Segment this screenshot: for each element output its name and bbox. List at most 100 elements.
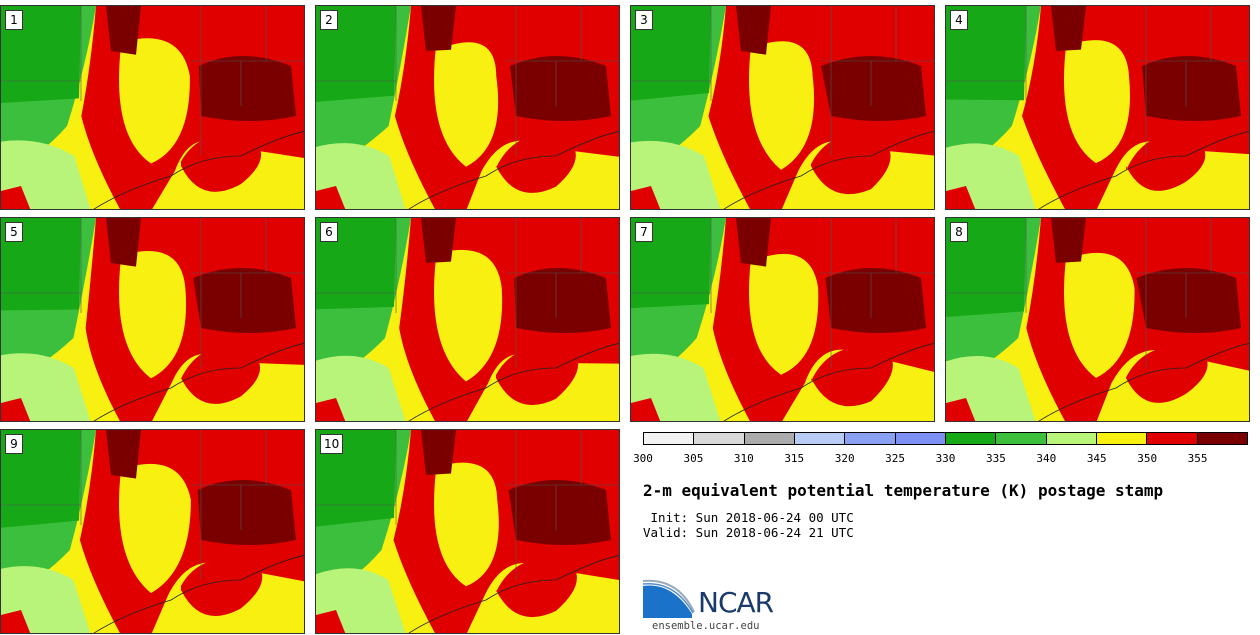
theta-e-map: [946, 6, 1249, 209]
ensemble-member-panel-10: 10: [315, 429, 620, 634]
colorbar-segment: [845, 433, 896, 444]
field-region-355: [821, 56, 926, 121]
field-region-355: [421, 218, 456, 263]
state-borders: [946, 6, 1249, 156]
colorbar-tick-label: 315: [784, 452, 805, 465]
coastline: [1038, 343, 1249, 421]
valid-time: Valid: Sun 2018-06-24 21 UTC: [643, 525, 854, 540]
field-region-355: [1051, 6, 1086, 51]
ncar-logo-url: ensemble.ucar.edu: [652, 620, 760, 632]
state-borders: [316, 6, 619, 156]
field-region-355: [198, 56, 296, 121]
member-number-label: 10: [320, 434, 344, 454]
field-region-355: [736, 6, 771, 55]
field-region-330: [1, 430, 81, 528]
colorbar-segment: [996, 433, 1047, 444]
ensemble-member-panel-4: 4: [945, 5, 1250, 210]
theta-e-map: [631, 218, 934, 421]
state-borders: [631, 6, 934, 156]
field-region-330: [1, 6, 81, 103]
coastline: [723, 131, 934, 209]
field-region-345: [1064, 40, 1131, 164]
coastline: [408, 131, 619, 209]
field-region-350: [946, 186, 976, 209]
field-region-350: [1, 398, 31, 421]
ensemble-member-panel-9: 9: [0, 429, 305, 634]
field-region-350: [181, 557, 263, 616]
field-region-355: [1142, 56, 1241, 121]
field-region-350: [1, 186, 31, 209]
state-borders: [1, 6, 304, 156]
coastline: [723, 343, 934, 421]
colorbar-segment: [1046, 433, 1097, 444]
field-region-345: [434, 42, 499, 167]
field-region-355: [421, 430, 456, 475]
coastline: [93, 131, 304, 209]
member-number-label: 4: [950, 10, 968, 30]
figure-title: 2-m equivalent potential temperature (K)…: [643, 481, 1164, 500]
field-region-355: [736, 218, 771, 267]
field-region-355: [1051, 218, 1086, 263]
theta-e-map: [1, 430, 304, 633]
field-region-330: [316, 430, 396, 527]
field-region-345: [119, 251, 187, 379]
colorbar-segment: [1096, 433, 1148, 444]
ensemble-member-panel-1: 1: [0, 5, 305, 210]
state-borders: [316, 218, 619, 368]
field-region-350: [316, 398, 346, 421]
field-region-355: [509, 56, 611, 121]
colorbar-tick-label: 325: [885, 452, 906, 465]
field-region-350: [496, 345, 579, 405]
member-number-label: 5: [5, 222, 23, 242]
field-region-355: [197, 480, 296, 545]
field-region-345: [749, 41, 815, 170]
state-borders: [631, 218, 934, 368]
coastline: [93, 555, 304, 633]
field-region-355: [106, 6, 141, 55]
colorbar-tick-label: 310: [733, 452, 754, 465]
colorbar-tick-label: 345: [1086, 452, 1107, 465]
theta-e-map: [316, 430, 619, 633]
member-number-label: 1: [5, 10, 23, 30]
theta-e-map: [1, 218, 304, 421]
colorbar-segment: [895, 433, 946, 444]
colorbar-segment: [945, 433, 997, 444]
theta-e-map: [316, 218, 619, 421]
field-region-350: [316, 610, 346, 633]
ncar-logo-text: NCAR: [698, 586, 774, 619]
state-borders: [1, 430, 304, 580]
field-region-355: [421, 6, 456, 51]
colorbar-tick-label: 330: [935, 452, 956, 465]
field-region-345: [434, 249, 503, 382]
ensemble-member-panel-2: 2: [315, 5, 620, 210]
ensemble-member-panel-5: 5: [0, 217, 305, 422]
theta-e-map: [946, 218, 1249, 421]
field-region-350: [946, 398, 976, 421]
coastline: [1038, 131, 1249, 209]
state-borders: [1, 218, 304, 368]
field-region-340: [1, 140, 91, 209]
field-region-355: [193, 268, 296, 333]
init-time: Init: Sun 2018-06-24 00 UTC: [643, 510, 854, 525]
member-number-label: 8: [950, 222, 968, 242]
field-region-345: [119, 38, 190, 164]
field-region-355: [825, 268, 926, 333]
colorbar-segment: [1147, 433, 1198, 444]
field-region-345: [119, 463, 191, 594]
colorbar-tick-label: 355: [1187, 452, 1208, 465]
member-number-label: 6: [320, 222, 338, 242]
field-region-330: [946, 218, 1026, 317]
theta-e-map: [631, 6, 934, 209]
coastline: [93, 343, 304, 421]
field-region-350: [316, 186, 346, 209]
colorbar-segment: [1197, 433, 1247, 444]
colorbar-tick-label: 305: [683, 452, 704, 465]
field-region-345: [749, 253, 819, 375]
field-region-350: [631, 398, 661, 421]
colorbar-tick-label: 300: [633, 452, 653, 465]
theta-e-map: [1, 6, 304, 209]
field-region-350: [1, 610, 31, 633]
member-number-label: 2: [320, 10, 338, 30]
member-number-label: 9: [5, 434, 23, 454]
ncar-logo-icon: [642, 579, 695, 618]
